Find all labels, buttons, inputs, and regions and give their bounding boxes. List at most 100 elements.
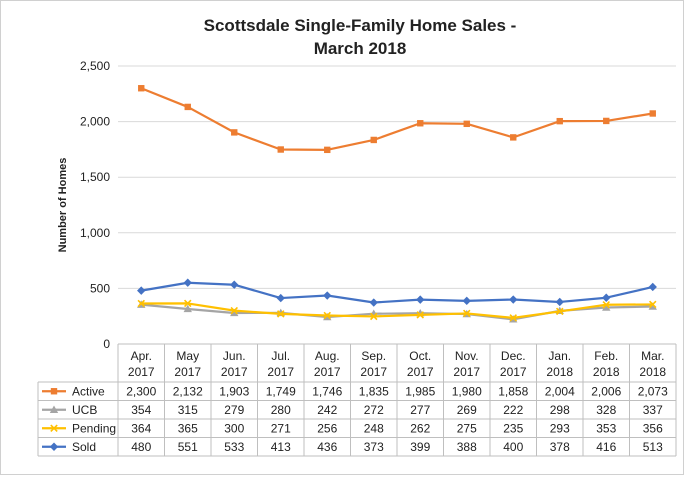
data-label-pending: 248 xyxy=(364,421,384,435)
x-tick-label-month: Nov. xyxy=(455,349,479,363)
y-tick-label: 1,500 xyxy=(80,170,110,184)
data-point-sold xyxy=(323,291,332,300)
data-point-sold xyxy=(416,295,425,304)
chart-title-line-2: March 2018 xyxy=(314,39,407,58)
data-table: Apr. 2017 May 2017 Jun. 2017 Jul. 2017 Aug. 2017 S… xyxy=(37,343,677,457)
x-tick-label-month: Jul. xyxy=(271,349,290,363)
data-point-pending xyxy=(462,309,471,318)
data-point-active xyxy=(184,103,191,111)
data-label-ucb: 242 xyxy=(317,403,337,417)
data-label-sold: 480 xyxy=(131,440,151,454)
legend-marker-pending xyxy=(50,424,58,433)
data-label-sold: 400 xyxy=(503,440,523,454)
data-label-pending: 364 xyxy=(131,421,151,435)
data-point-pending-stroke xyxy=(230,306,239,315)
data-label-pending: 256 xyxy=(317,421,337,435)
y-tick-label: 500 xyxy=(90,281,110,295)
data-label-sold: 388 xyxy=(457,440,477,454)
data-label-sold: 378 xyxy=(550,440,570,454)
data-point-pending xyxy=(416,311,425,319)
data-point-pending xyxy=(323,311,332,320)
series-line-pending xyxy=(141,302,653,319)
data-point-pending xyxy=(137,299,146,308)
data-label-active: 1,985 xyxy=(405,384,435,398)
x-tick-label-year: 2017 xyxy=(128,365,155,379)
x-tick-label-month: Sep. xyxy=(361,349,386,363)
data-point-pending-stroke xyxy=(323,311,332,320)
data-label-pending: 353 xyxy=(596,421,616,435)
data-point-active xyxy=(417,120,424,127)
data-point-active xyxy=(138,85,145,92)
data-point-pending-stroke xyxy=(416,311,425,319)
data-point-pending xyxy=(555,307,564,316)
data-point-active xyxy=(603,117,610,125)
data-label-sold: 533 xyxy=(224,440,244,454)
data-point-active xyxy=(277,146,284,153)
data-point-pending-stroke xyxy=(648,300,657,309)
data-label-sold: 551 xyxy=(178,440,198,454)
data-point-pending xyxy=(230,306,239,315)
data-label-active: 1,749 xyxy=(266,384,296,398)
data-point-pending xyxy=(602,300,611,309)
data-label-ucb: 280 xyxy=(271,403,291,417)
data-label-sold: 416 xyxy=(596,440,616,454)
data-label-pending: 293 xyxy=(550,421,570,435)
x-tick-label-month: Jun. xyxy=(223,349,246,363)
data-label-ucb: 269 xyxy=(457,403,477,417)
data-point-sold xyxy=(230,280,239,289)
data-label-pending: 275 xyxy=(457,421,477,435)
data-point-sold xyxy=(183,278,192,287)
data-point-active xyxy=(231,129,238,136)
data-point-pending-stroke xyxy=(137,299,146,308)
data-point-sold xyxy=(462,296,471,306)
x-tick-label-year: 2017 xyxy=(221,365,248,379)
data-label-active: 2,004 xyxy=(545,384,575,398)
data-point-sold xyxy=(602,293,611,302)
data-label-active: 1,746 xyxy=(312,384,342,398)
data-point-sold xyxy=(137,286,146,295)
data-point-pending-stroke xyxy=(369,312,378,321)
data-label-active: 2,300 xyxy=(126,384,156,398)
x-tick-label-year: 2017 xyxy=(314,365,341,379)
data-label-sold: 373 xyxy=(364,440,384,454)
data-label-pending: 356 xyxy=(643,421,663,435)
x-tick-label-month: Jan. xyxy=(548,349,571,363)
data-point-sold xyxy=(509,295,518,304)
data-label-active: 1,858 xyxy=(498,384,528,398)
y-tick-label: 0 xyxy=(103,337,110,351)
data-point-pending-stroke xyxy=(462,309,471,318)
x-tick-label-month: Mar. xyxy=(641,349,664,363)
data-point-pending xyxy=(509,314,518,322)
x-tick-label-month: May xyxy=(176,349,199,363)
data-label-active: 1,835 xyxy=(359,384,389,398)
data-label-active: 2,006 xyxy=(591,384,621,398)
data-label-ucb: 337 xyxy=(643,403,663,417)
data-label-ucb: 222 xyxy=(503,403,523,417)
data-point-sold xyxy=(276,293,285,303)
data-point-active xyxy=(510,134,517,141)
data-point-active xyxy=(463,120,470,128)
data-point-pending xyxy=(276,310,285,318)
data-label-pending: 271 xyxy=(271,421,291,435)
x-tick-label-year: 2017 xyxy=(267,365,294,379)
legend-label-active: Active xyxy=(72,384,105,398)
data-label-pending: 235 xyxy=(503,421,523,435)
y-axis-label: Number of Homes xyxy=(57,158,69,253)
data-point-active xyxy=(370,136,377,144)
data-label-ucb: 277 xyxy=(410,403,430,417)
data-point-pending-stroke xyxy=(183,299,192,308)
x-tick-label-year: 2017 xyxy=(174,365,201,379)
x-tick-label-month: Apr. xyxy=(131,349,152,363)
x-tick-label-year: 2018 xyxy=(546,365,573,379)
x-tick-label-year: 2017 xyxy=(360,365,387,379)
x-tick-label-month: Oct. xyxy=(409,349,431,363)
data-point-sold xyxy=(648,282,657,292)
data-point-active xyxy=(556,117,563,125)
series-line-sold xyxy=(141,281,653,304)
data-point-pending-stroke xyxy=(555,307,564,316)
data-label-ucb: 298 xyxy=(550,403,570,417)
data-label-pending: 262 xyxy=(410,421,430,435)
plot-series xyxy=(137,85,657,323)
data-point-sold xyxy=(555,297,564,307)
